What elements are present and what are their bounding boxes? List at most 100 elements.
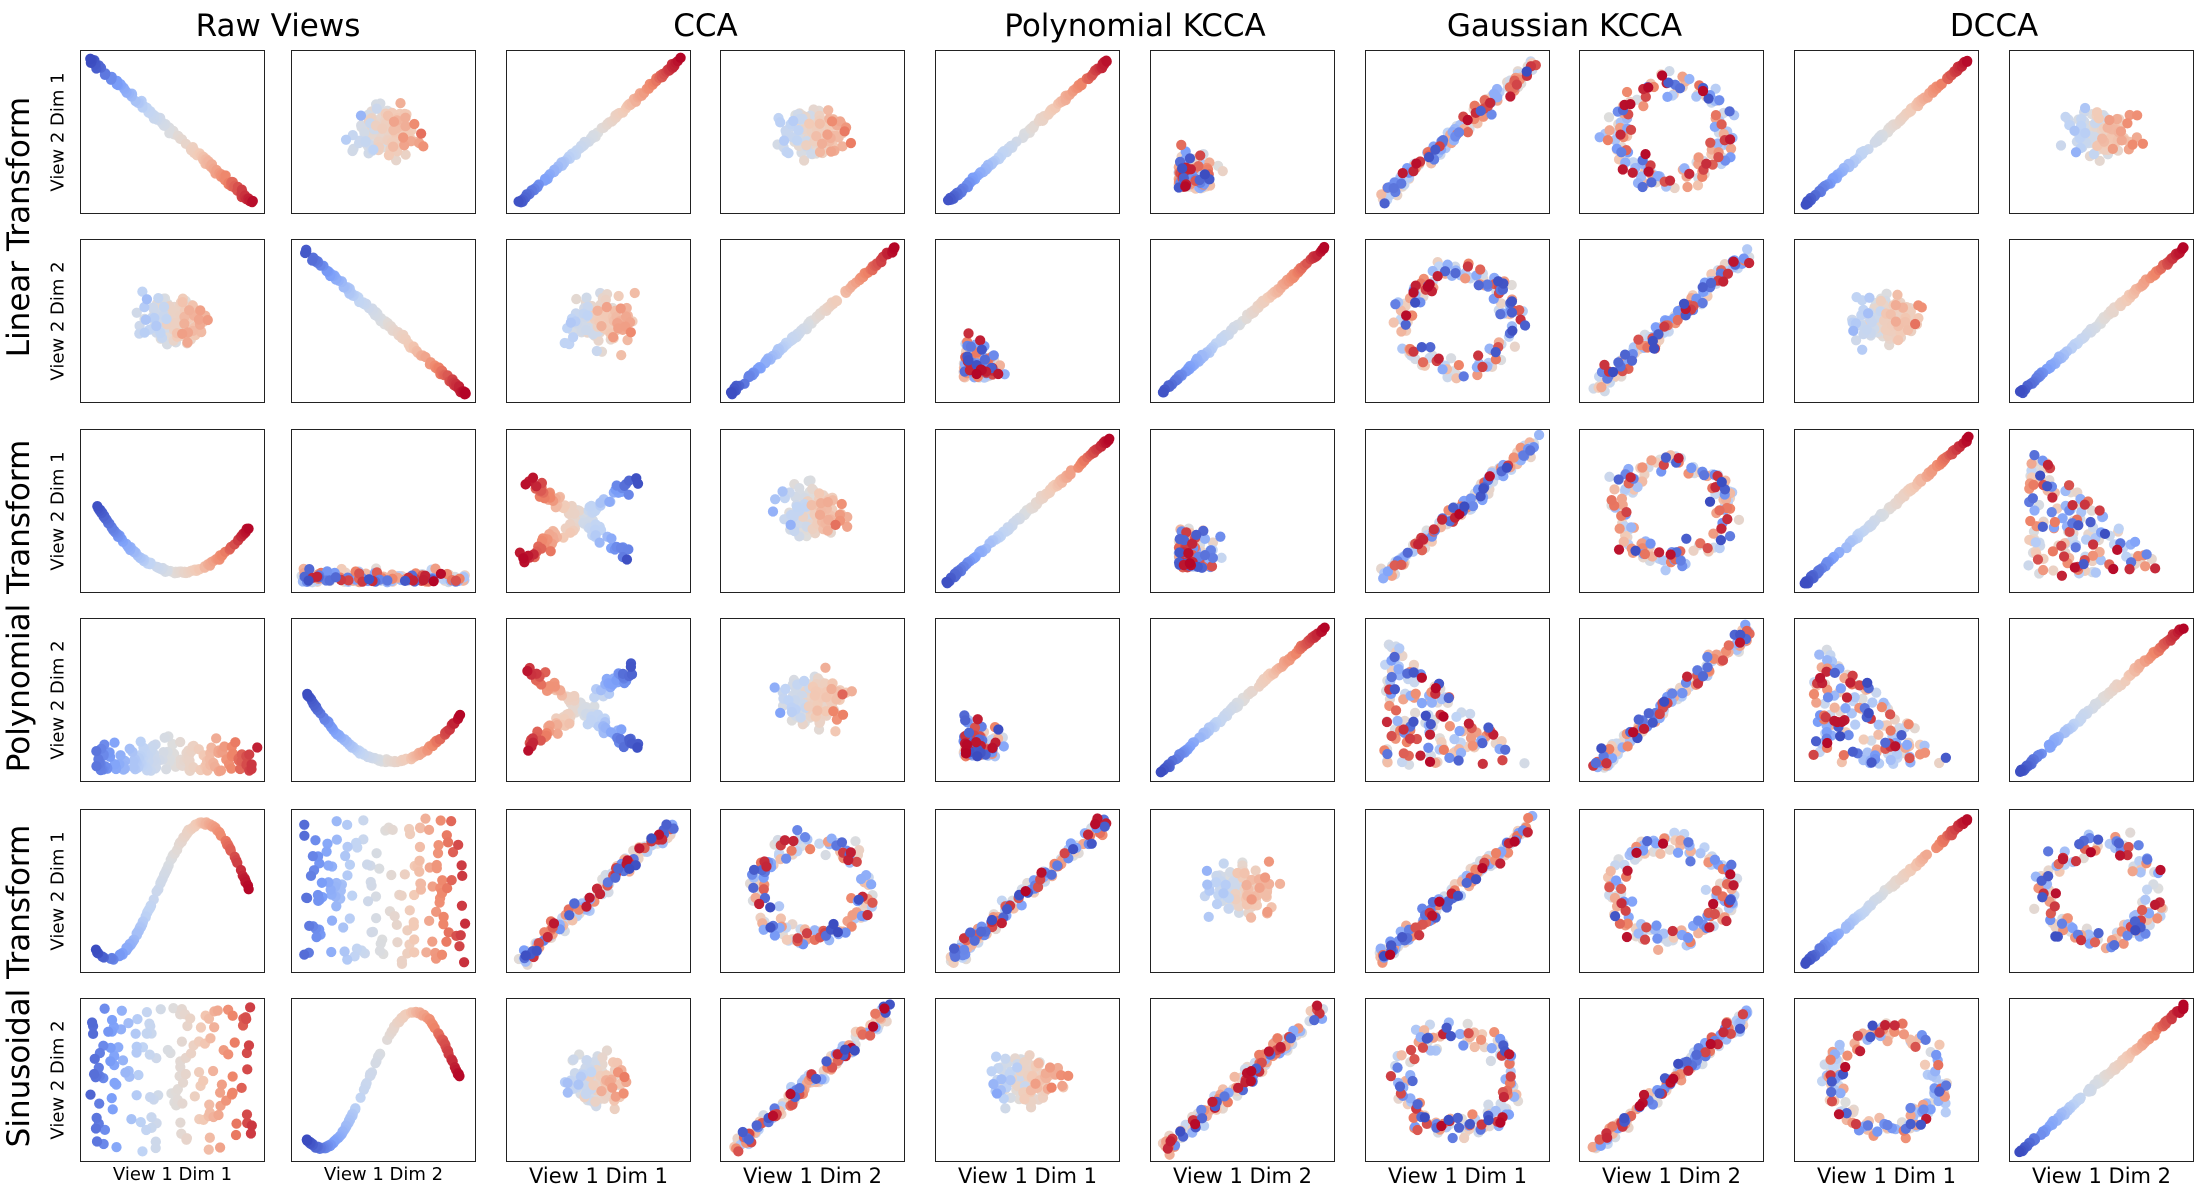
scatter-point	[1187, 538, 1198, 549]
scatter-point	[1615, 129, 1626, 140]
scatter-point	[1800, 199, 1811, 210]
scatter-point	[1722, 513, 1733, 525]
x-axis-label-2: View 1 Dim 1	[528, 1164, 669, 1188]
scatter-point	[1718, 276, 1729, 287]
scatter-point	[2129, 536, 2141, 548]
scatter-point	[1462, 261, 1474, 272]
scatter-point	[1453, 360, 1465, 371]
scatter-point	[1475, 105, 1486, 116]
scatter-point	[1216, 552, 1227, 563]
scatter-point	[979, 354, 991, 365]
scatter-point	[1660, 452, 1672, 463]
scatter-point	[823, 105, 834, 116]
scatter-point	[170, 317, 181, 329]
scatter-plot-r0-c8	[1800, 55, 1973, 210]
scatter-point	[615, 303, 626, 314]
scatter-point	[589, 692, 600, 703]
scatter-point	[2132, 110, 2143, 121]
scatter-point	[1630, 545, 1641, 556]
scatter-point	[1662, 91, 1673, 102]
scatter-point	[2060, 111, 2071, 123]
scatter-point	[1432, 271, 1443, 282]
scatter-plot-r2-c1	[296, 563, 470, 588]
scatter-point	[1174, 533, 1185, 545]
scatter-point	[252, 742, 263, 753]
scatter-point	[988, 350, 999, 361]
scatter-point	[1672, 314, 1683, 326]
scatter-plot-r1-c5	[1157, 241, 1330, 398]
scatter-point	[377, 123, 388, 134]
scatter-plot-r0-c4	[942, 55, 1112, 206]
scatter-point	[1869, 137, 1880, 148]
scatter-point	[1458, 371, 1469, 382]
scatter-point	[1185, 164, 1196, 175]
scatter-point	[814, 118, 825, 129]
scatter-point	[1199, 550, 1211, 561]
scatter-point	[1654, 547, 1665, 558]
scatter-point	[124, 743, 135, 754]
x-axis-label-3: View 1 Dim 2	[742, 1164, 883, 1188]
scatter-point	[1613, 474, 1624, 485]
scatter-point	[175, 736, 186, 748]
scatter-point	[1382, 566, 1393, 577]
scatter-point	[388, 116, 400, 127]
x-axis-label-5: View 1 Dim 2	[1172, 1164, 1313, 1188]
scatter-point	[1101, 56, 1112, 67]
scatter-point	[2035, 470, 2046, 481]
scatter-point	[2078, 559, 2089, 570]
scatter-point	[2097, 133, 2108, 144]
scatter-point	[1509, 341, 1521, 352]
scatter-point	[400, 120, 411, 132]
scatter-point	[822, 129, 833, 140]
scatter-panel-r1-c9	[2009, 239, 2194, 403]
scatter-point	[387, 141, 399, 152]
scatter-point	[1505, 91, 1516, 102]
y-axis-label-5: View 2 Dim 2	[47, 1020, 69, 1140]
scatter-point	[604, 496, 615, 508]
scatter-point	[400, 112, 411, 123]
scatter-point	[798, 155, 810, 166]
scatter-point	[830, 519, 841, 531]
scatter-point	[1724, 134, 1736, 145]
scatter-point	[1436, 514, 1448, 525]
scatter-point	[159, 732, 170, 743]
scatter-point	[1408, 166, 1419, 177]
scatter-point	[1477, 361, 1488, 373]
scatter-panel-r2-c3	[720, 429, 905, 593]
row-title-0: Linear Transform	[1, 96, 37, 357]
scatter-point	[2042, 481, 2053, 492]
scatter-point	[582, 310, 593, 321]
scatter-plot-r2-c2	[514, 472, 644, 568]
scatter-point	[1627, 167, 1638, 178]
scatter-point	[2056, 540, 2067, 552]
scatter-point	[1875, 295, 1887, 307]
scatter-point	[1388, 182, 1399, 194]
scatter-point	[1640, 91, 1651, 102]
scatter-point	[811, 131, 822, 142]
scatter-point	[460, 388, 471, 399]
scatter-point	[1701, 158, 1712, 169]
scatter-point	[1669, 182, 1680, 194]
scatter-point	[1724, 106, 1735, 117]
scatter-point	[545, 546, 556, 557]
scatter-point	[1674, 83, 1686, 94]
scatter-point	[1638, 100, 1649, 112]
scatter-point	[813, 488, 825, 499]
scatter-point	[1609, 484, 1620, 495]
scatter-panel-r1-c7	[1579, 239, 1764, 403]
scatter-point	[137, 286, 148, 297]
scatter-point	[1445, 353, 1457, 364]
row-title-1: Polynomial Transform	[1, 439, 37, 772]
scatter-point	[2037, 564, 2049, 576]
scatter-point	[1643, 82, 1654, 93]
scatter-point	[1402, 547, 1413, 558]
scatter-point	[2093, 113, 2104, 124]
scatter-plot-r2-c0	[92, 501, 254, 579]
scatter-point	[613, 290, 624, 302]
scatter-point	[2178, 242, 2189, 253]
scatter-point	[226, 763, 237, 774]
scatter-point	[2030, 537, 2041, 548]
scatter-point	[616, 724, 627, 735]
scatter-point	[767, 506, 779, 517]
scatter-point	[1423, 152, 1435, 163]
